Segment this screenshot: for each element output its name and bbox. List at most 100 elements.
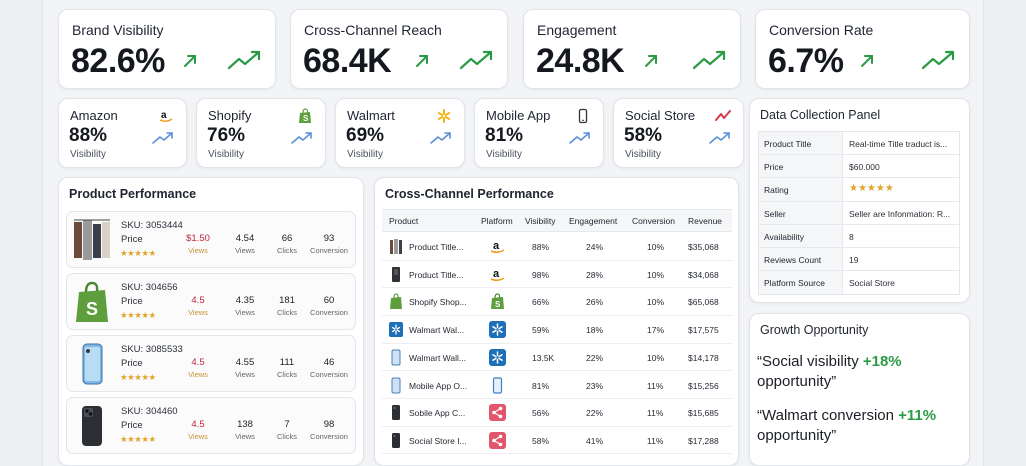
amazon-icon: a <box>159 110 173 123</box>
platform-card-shopify[interactable]: Shopify 76% Visibility S <box>196 98 326 168</box>
platform-value: 69% <box>346 125 385 146</box>
table-row[interactable]: Shopify Shop... S 66% 26% 10% $65,068 <box>382 288 732 316</box>
product-row[interactable]: SKU: 3085533 Price ★★★★★ 4.5 Views 4.55 Vi… <box>66 335 356 392</box>
table-row[interactable]: Mobile App O... 81% 23% 11% $15,256 <box>382 372 732 399</box>
table-row: Rating ★★★★★ <box>759 178 959 202</box>
kpi-cross-channel-reach[interactable]: Cross-Channel Reach 68.4K <box>290 9 508 89</box>
platform-name: Amazon <box>70 108 118 123</box>
field-key: Reviews Count <box>759 247 843 271</box>
price-metric: $1.50 Views <box>175 233 221 255</box>
product-name: Shopify Shop... <box>409 297 467 308</box>
platform-sub: Visibility <box>70 149 106 160</box>
price-metric: 4.5 Views <box>175 295 221 317</box>
product-name: Walmart Wall... <box>409 352 466 363</box>
price-label: Price <box>121 296 143 307</box>
platform-sub: Visibility <box>486 149 522 160</box>
share-icon <box>489 431 506 449</box>
product-name: Product Title... <box>409 269 464 280</box>
growth-prefix: “Walmart conversion <box>757 407 899 424</box>
clicks-metric: 7 Clicks <box>264 419 310 441</box>
trend-up-icon <box>921 50 955 70</box>
table-row: Price $60.000 <box>759 155 959 179</box>
conversion-cell: 17% <box>647 325 665 336</box>
clicks-value: 111 <box>279 357 295 368</box>
growth-opportunity-panel: Growth Opportunity “Social visibility +1… <box>749 313 970 466</box>
product-name: Walmart Wal... <box>409 325 465 336</box>
table-row: Platform Source Social Store <box>759 271 959 295</box>
product-name: Mobile App O... <box>409 380 468 391</box>
table-row[interactable]: Walmart Wall... 13.5K 22% 10% $14,178 <box>382 344 732 372</box>
price-metric: 4.5 Views <box>175 419 221 441</box>
trend-up-icon <box>291 132 312 144</box>
column-header[interactable]: Platform <box>481 216 513 226</box>
share-icon <box>489 404 506 422</box>
field-key: Platform Source <box>759 271 843 295</box>
visibility-cell: 81% <box>532 380 550 391</box>
product-row[interactable]: SKU: 3053444 Price ★★★★★ $1.50 Views 4.54… <box>66 211 356 268</box>
views-metric: 138 Views <box>222 419 268 441</box>
platform-card-walmart[interactable]: Walmart 69% Visibility <box>335 98 465 168</box>
conversion-label: Conversion <box>310 308 348 317</box>
kpi-engagement[interactable]: Engagement 24.8K <box>523 9 741 89</box>
platform-sub: Visibility <box>625 149 661 160</box>
kpi-label: Engagement <box>537 22 617 38</box>
field-value: 19 <box>849 254 859 265</box>
conversion-value: 60 <box>323 295 335 306</box>
table-row[interactable]: Sobile App C... 56% 22% 11% $15,685 <box>382 399 732 427</box>
price-value: $1.50 <box>186 233 210 244</box>
views-metric: 4.35 Views <box>222 295 268 317</box>
phone-black-thumbnail <box>82 406 102 446</box>
kpi-value: 6.7% <box>768 42 844 80</box>
clicks-metric: 66 Clicks <box>264 233 310 255</box>
trend-up-icon <box>227 50 261 70</box>
table-row[interactable]: Social Store I... 58% 41% 11% $17,288 <box>382 427 732 455</box>
svg-text:a: a <box>161 110 167 121</box>
views-label: Views <box>235 432 255 441</box>
platform-card-amazon[interactable]: Amazon 88% Visibility a <box>58 98 187 168</box>
column-header[interactable]: Revenue <box>688 216 723 226</box>
price-value: 4.5 <box>191 419 205 430</box>
table-row[interactable]: Walmart Wal... 59% 18% 17% $17,575 <box>382 316 732 344</box>
field-key: Seller <box>759 201 843 224</box>
platform-value: 81% <box>485 125 524 146</box>
visibility-cell: 56% <box>532 408 550 419</box>
platform-card-social-store[interactable]: Social Store 58% Visibility <box>613 98 744 168</box>
arrow-up-right-icon <box>861 55 873 67</box>
product-thumbnail <box>389 404 403 421</box>
conversion-metric: 93 Conversion <box>306 233 352 255</box>
clicks-value: 7 <box>284 419 290 430</box>
conversion-label: Conversion <box>310 432 348 441</box>
kpi-conversion-rate[interactable]: Conversion Rate 6.7% <box>755 9 970 89</box>
column-header[interactable]: Engagement <box>569 216 618 226</box>
product-row[interactable]: SKU: 304460 Price ★★★★★ 4.5 Views 138 View… <box>66 397 356 454</box>
price-sub: Views <box>188 432 208 441</box>
conversion-cell: 10% <box>647 242 665 252</box>
product-thumbnail <box>389 266 403 283</box>
platform-name: Mobile App <box>486 108 551 123</box>
panel-title: Cross-Channel Performance <box>385 187 554 201</box>
product-row[interactable]: S SKU: 304656 Price ★★★★★ 4.5 Views 4.35 V… <box>66 273 356 330</box>
table-row[interactable]: Product Title... a 98% 28% 10% $34,068 <box>382 261 732 289</box>
price-sub: Views <box>188 246 208 255</box>
walmart-icon <box>489 321 506 339</box>
views-label: Views <box>235 246 255 255</box>
visibility-cell: 88% <box>532 242 550 252</box>
price-label: Price <box>121 420 143 431</box>
field-value: Seller are Infonmation: R... <box>849 208 951 219</box>
kpi-brand-visibility[interactable]: Brand Visibility 82.6% <box>58 9 276 89</box>
mobile-app-icon <box>489 376 506 394</box>
clicks-metric: 111 Clicks <box>264 357 310 379</box>
platform-sub: Visibility <box>347 149 383 160</box>
platform-card-mobile-app[interactable]: Mobile App 81% Visibility <box>474 98 604 168</box>
price-value: 4.5 <box>191 295 205 306</box>
product-name: Social Store I... <box>409 435 467 446</box>
trend-up-icon <box>709 132 730 144</box>
revenue-cell: $34,068 <box>688 269 719 280</box>
product-thumbnail <box>389 293 403 310</box>
column-header[interactable]: Visibility <box>525 216 556 226</box>
column-header[interactable]: Product <box>389 216 419 226</box>
table-row[interactable]: Product Title... a 88% 24% 10% $35,068 <box>382 233 732 261</box>
column-header[interactable]: Conversion <box>632 216 675 226</box>
engagement-cell: 23% <box>586 380 604 391</box>
conversion-label: Conversion <box>310 370 348 379</box>
